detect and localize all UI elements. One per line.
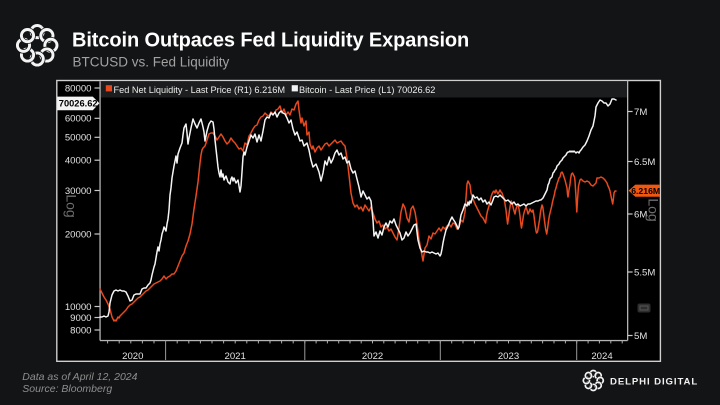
svg-text:6M: 6M [634,209,647,220]
svg-text:BTCUSD vs. Fed Liquidity: BTCUSD vs. Fed Liquidity [73,55,230,70]
svg-text:6.216M: 6.216M [631,186,660,196]
svg-text:Log: Log [64,194,80,217]
svg-text:2021: 2021 [225,351,246,362]
svg-text:2024: 2024 [591,351,613,362]
svg-text:2022: 2022 [362,351,383,362]
svg-text:10000: 10000 [65,302,92,313]
svg-text:50000: 50000 [65,133,92,144]
svg-text:Fed Net Liquidity - Last Price: Fed Net Liquidity - Last Price (R1) 6.21… [114,85,286,95]
svg-text:Bitcoin Outpaces Fed Liquidity: Bitcoin Outpaces Fed Liquidity Expansion [72,30,469,52]
svg-text:5.5M: 5.5M [634,267,655,278]
svg-text:9000: 9000 [70,313,91,324]
svg-text:Log: Log [646,198,662,221]
svg-text:DELPHI DIGITAL: DELPHI DIGITAL [610,377,698,388]
svg-text:6.5M: 6.5M [634,157,655,168]
svg-text:2023: 2023 [498,351,519,362]
svg-text:2020: 2020 [122,351,143,362]
svg-text:Bitcoin - Last Price (L1) 7002: Bitcoin - Last Price (L1) 70026.62 [299,85,435,95]
svg-text:7M: 7M [634,107,647,118]
svg-text:60000: 60000 [65,114,92,125]
svg-text:40000: 40000 [65,156,92,167]
svg-text:5M: 5M [634,331,647,342]
svg-text:80000: 80000 [65,83,92,94]
svg-text:8000: 8000 [70,325,91,336]
svg-text:20000: 20000 [65,229,92,240]
svg-text:Data as of April 12, 2024: Data as of April 12, 2024 [22,371,137,383]
svg-text:30000: 30000 [65,186,92,197]
svg-text:70026.62: 70026.62 [59,99,98,109]
svg-text:Source: Bloomberg: Source: Bloomberg [22,383,112,395]
